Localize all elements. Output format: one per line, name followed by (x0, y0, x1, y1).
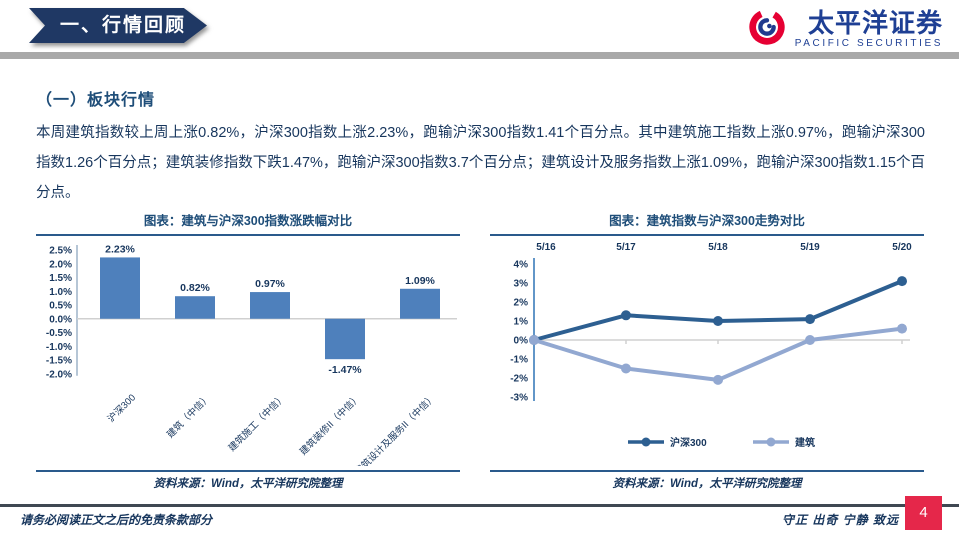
x-tick-label: 5/18 (708, 242, 728, 253)
bar-value-label: -1.47% (328, 364, 362, 376)
line-chart-title: 图表：建筑指数与沪深300走势对比 (609, 214, 805, 228)
footer-divider (0, 504, 959, 507)
footer-disclaimer: 请务必阅读正文之后的免责条款部分 (20, 513, 213, 527)
legend-marker (766, 437, 776, 447)
x-tick-label: 5/20 (892, 242, 912, 253)
y-tick-label: 0% (514, 336, 529, 347)
legend-label: 建筑 (794, 436, 815, 449)
data-point (621, 363, 631, 374)
y-tick-label: -0.5% (46, 328, 72, 339)
bar-chart-source: 资料来源：Wind，太平洋研究院整理 (153, 478, 343, 490)
y-tick-label: -1% (510, 355, 528, 366)
bar-value-label: 1.09% (405, 275, 435, 287)
body-paragraph: 本周建筑指数较上周上涨0.82%，沪深300指数上涨2.23%，跑输沪深300指… (36, 125, 925, 201)
data-point (529, 335, 539, 345)
y-tick-label: 4% (514, 260, 529, 271)
data-point (713, 316, 723, 326)
data-point (805, 335, 815, 345)
bar-chart-title: 图表：建筑与沪深300指数涨跌幅对比 (143, 214, 353, 228)
bar (250, 292, 290, 319)
pacific-logo-icon (746, 6, 788, 53)
bar (100, 257, 140, 319)
line-chart-panel: 图表：建筑指数与沪深300走势对比 5/16 5/17 5/18 5/19 5/20 4%… (490, 210, 924, 491)
y-tick-label: -1.5% (46, 356, 72, 367)
x-category-label: 建筑（中信） (164, 392, 213, 441)
y-tick-label: -2.0% (46, 369, 72, 380)
data-point (805, 314, 815, 325)
page-number: 4 (905, 496, 942, 530)
source-divider (36, 470, 460, 472)
series-line (533, 279, 903, 342)
title-divider (490, 234, 924, 236)
data-point (713, 374, 723, 385)
x-category-label: 建筑设计及服务II（中信） (352, 392, 438, 466)
title-divider (36, 234, 460, 236)
bar-chart-svg: 2.5% 2.0% 1.5% 1.0% 0.5% 0.0% -0.5% -1.0% -1.5% -… (46, 243, 457, 466)
company-logo: 太平洋证券 PACIFIC SECURITIES (746, 6, 943, 53)
y-tick-label: 1.0% (49, 287, 72, 298)
header-divider (0, 52, 959, 59)
bar (325, 318, 365, 360)
bar-value-label: 0.97% (255, 278, 285, 290)
legend-marker (641, 437, 651, 447)
data-point (897, 323, 907, 334)
x-category-label: 建筑装修II（中信） (297, 392, 363, 458)
y-tick-label: -3% (510, 393, 528, 404)
section-banner-label: 一、行情回顾 (29, 8, 207, 43)
source-divider (490, 470, 924, 472)
x-category-label: 沪深300 (105, 392, 138, 425)
company-name-en: PACIFIC SECURITIES (794, 38, 943, 49)
data-point (897, 276, 907, 287)
x-tick-label: 5/16 (536, 242, 556, 253)
series-line (533, 326, 903, 382)
section-subtitle: （一）板块行情 (36, 92, 156, 109)
x-category-label: 建筑施工（中信） (226, 392, 288, 454)
y-tick-label: 2% (514, 298, 529, 309)
y-tick-label: 1% (514, 317, 529, 328)
y-tick-label: -2% (510, 374, 528, 385)
legend-label: 沪深300 (670, 436, 707, 449)
y-tick-label: 0.0% (49, 314, 72, 325)
y-tick-label: 2.5% (49, 246, 72, 257)
y-tick-label: 1.5% (49, 273, 72, 284)
y-tick-label: 0.5% (49, 301, 72, 312)
bar-value-label: 0.82% (180, 282, 210, 294)
bar (400, 288, 440, 319)
x-tick-label: 5/19 (800, 242, 820, 253)
data-point (621, 310, 631, 321)
line-chart-source: 资料来源：Wind，太平洋研究院整理 (612, 478, 802, 490)
bar-chart-panel: 图表：建筑与沪深300指数涨跌幅对比 2.5% 2.0% 1.5% 1.0% 0.5% 0… (36, 210, 460, 491)
bar-value-label: 2.23% (105, 243, 135, 255)
y-tick-label: 3% (514, 279, 529, 290)
y-tick-label: 2.0% (49, 259, 72, 270)
line-chart-svg: 5/16 5/17 5/18 5/19 5/20 4% 3% 2% 1% 0% -1% -2% -3% 沪… (510, 242, 912, 449)
bar (175, 296, 215, 319)
company-name-cn: 太平洋证券 (807, 8, 943, 38)
x-tick-label: 5/17 (616, 242, 636, 253)
y-tick-label: -1.0% (46, 342, 72, 353)
section-banner: 一、行情回顾 (29, 8, 207, 43)
footer-motto: 守正 出奇 宁静 致远 (781, 513, 899, 527)
